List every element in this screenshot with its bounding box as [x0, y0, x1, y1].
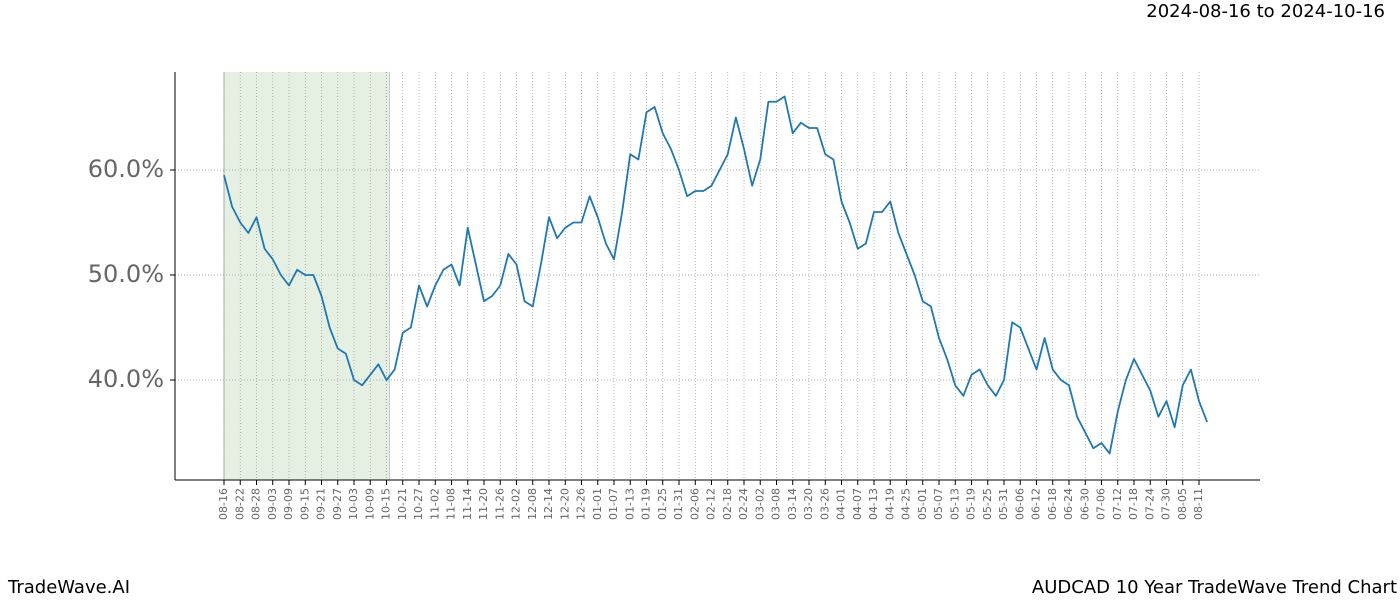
- x-tick-label: 07-18: [1127, 488, 1140, 520]
- x-tick-label: 11-26: [493, 488, 506, 520]
- date-range-title: 2024-08-16 to 2024-10-16: [1146, 1, 1385, 22]
- x-tick-label: 10-15: [380, 488, 393, 520]
- x-tick-label: 07-24: [1143, 488, 1156, 520]
- x-tick-label: 04-01: [835, 488, 848, 520]
- x-tick-label: 11-02: [428, 488, 441, 520]
- x-tick-label: 09-15: [298, 488, 311, 520]
- x-tick-label: 03-14: [786, 488, 799, 520]
- x-tick-label: 05-25: [981, 488, 994, 520]
- x-tick-label: 11-08: [445, 488, 458, 520]
- x-tick-label: 05-19: [965, 488, 978, 520]
- x-tick-label: 06-18: [1046, 488, 1059, 520]
- x-tick-label: 12-14: [542, 488, 555, 520]
- x-tick-label: 07-12: [1111, 488, 1124, 520]
- x-tick-label: 03-20: [802, 488, 815, 520]
- x-tick-label: 12-02: [510, 488, 523, 520]
- highlight-band: [224, 72, 390, 480]
- x-tick-label: 05-31: [997, 488, 1010, 520]
- brand: TradeWave.AI: [7, 577, 130, 598]
- x-tick-label: 09-27: [331, 488, 344, 520]
- x-tick-label: 03-26: [818, 488, 831, 520]
- x-tick-label: 01-25: [656, 488, 669, 520]
- x-tick-label: 08-22: [233, 488, 246, 520]
- x-tick-label: 09-09: [282, 488, 295, 520]
- trend-line: [223, 95, 1208, 455]
- x-tick-label: 01-07: [607, 488, 620, 520]
- x-tick-label: 02-06: [688, 488, 701, 520]
- x-tick-label: 03-02: [753, 488, 766, 520]
- x-tick-label: 06-24: [1062, 488, 1075, 520]
- x-tick-label: 02-12: [705, 488, 718, 520]
- x-tick-label: 06-30: [1078, 488, 1091, 520]
- x-tick-label: 06-12: [1030, 488, 1043, 520]
- chart-caption: AUDCAD 10 Year TradeWave Trend Chart: [1032, 577, 1397, 598]
- x-tick-label: 09-03: [266, 488, 279, 520]
- x-tick-label: 12-08: [526, 488, 539, 520]
- x-tick-label: 08-05: [1176, 488, 1189, 520]
- x-tick-label: 05-13: [948, 488, 961, 520]
- x-tick-label: 10-21: [396, 488, 409, 520]
- x-tick-label: 07-06: [1095, 488, 1108, 520]
- x-tick-label: 05-07: [932, 488, 945, 520]
- x-tick-label: 01-01: [591, 488, 604, 520]
- x-tick-label: 02-18: [721, 488, 734, 520]
- y-tick-label: 40.0%: [88, 365, 164, 393]
- x-tick-label: 10-09: [363, 488, 376, 520]
- x-tick-label: 10-03: [347, 488, 360, 520]
- x-tick-label: 10-27: [412, 488, 425, 520]
- x-tick-label: 08-28: [250, 488, 263, 520]
- x-tick-label: 08-11: [1192, 488, 1205, 520]
- x-tick-label: 12-26: [575, 488, 588, 520]
- x-tick-label: 06-06: [1013, 488, 1026, 520]
- x-tick-label: 03-08: [770, 488, 783, 520]
- x-tick-label: 07-30: [1160, 488, 1173, 520]
- y-tick-label: 60.0%: [88, 155, 164, 183]
- x-tick-label: 04-13: [867, 488, 880, 520]
- x-tick-label: 01-19: [640, 488, 653, 520]
- x-tick-label: 02-24: [737, 488, 750, 520]
- x-tick-label: 11-14: [461, 488, 474, 520]
- x-tick-label: 04-19: [883, 488, 896, 520]
- x-tick-label: 09-21: [315, 488, 328, 520]
- x-tick-label: 01-31: [672, 488, 685, 520]
- x-tick-label: 04-25: [900, 488, 913, 520]
- x-tick-label: 01-13: [623, 488, 636, 520]
- plot-area: 40.0% 50.0% 60.0% 08-16 08-22 08-28 09-03 09-09…: [88, 72, 1260, 520]
- x-tick-label: 08-16: [217, 488, 230, 520]
- x-tick-label: 12-20: [558, 488, 571, 520]
- y-tick-label: 50.0%: [88, 260, 164, 288]
- x-tick-label: 11-20: [477, 488, 490, 520]
- x-tick-label: 04-07: [851, 488, 864, 520]
- x-tick-label: 05-01: [916, 488, 929, 520]
